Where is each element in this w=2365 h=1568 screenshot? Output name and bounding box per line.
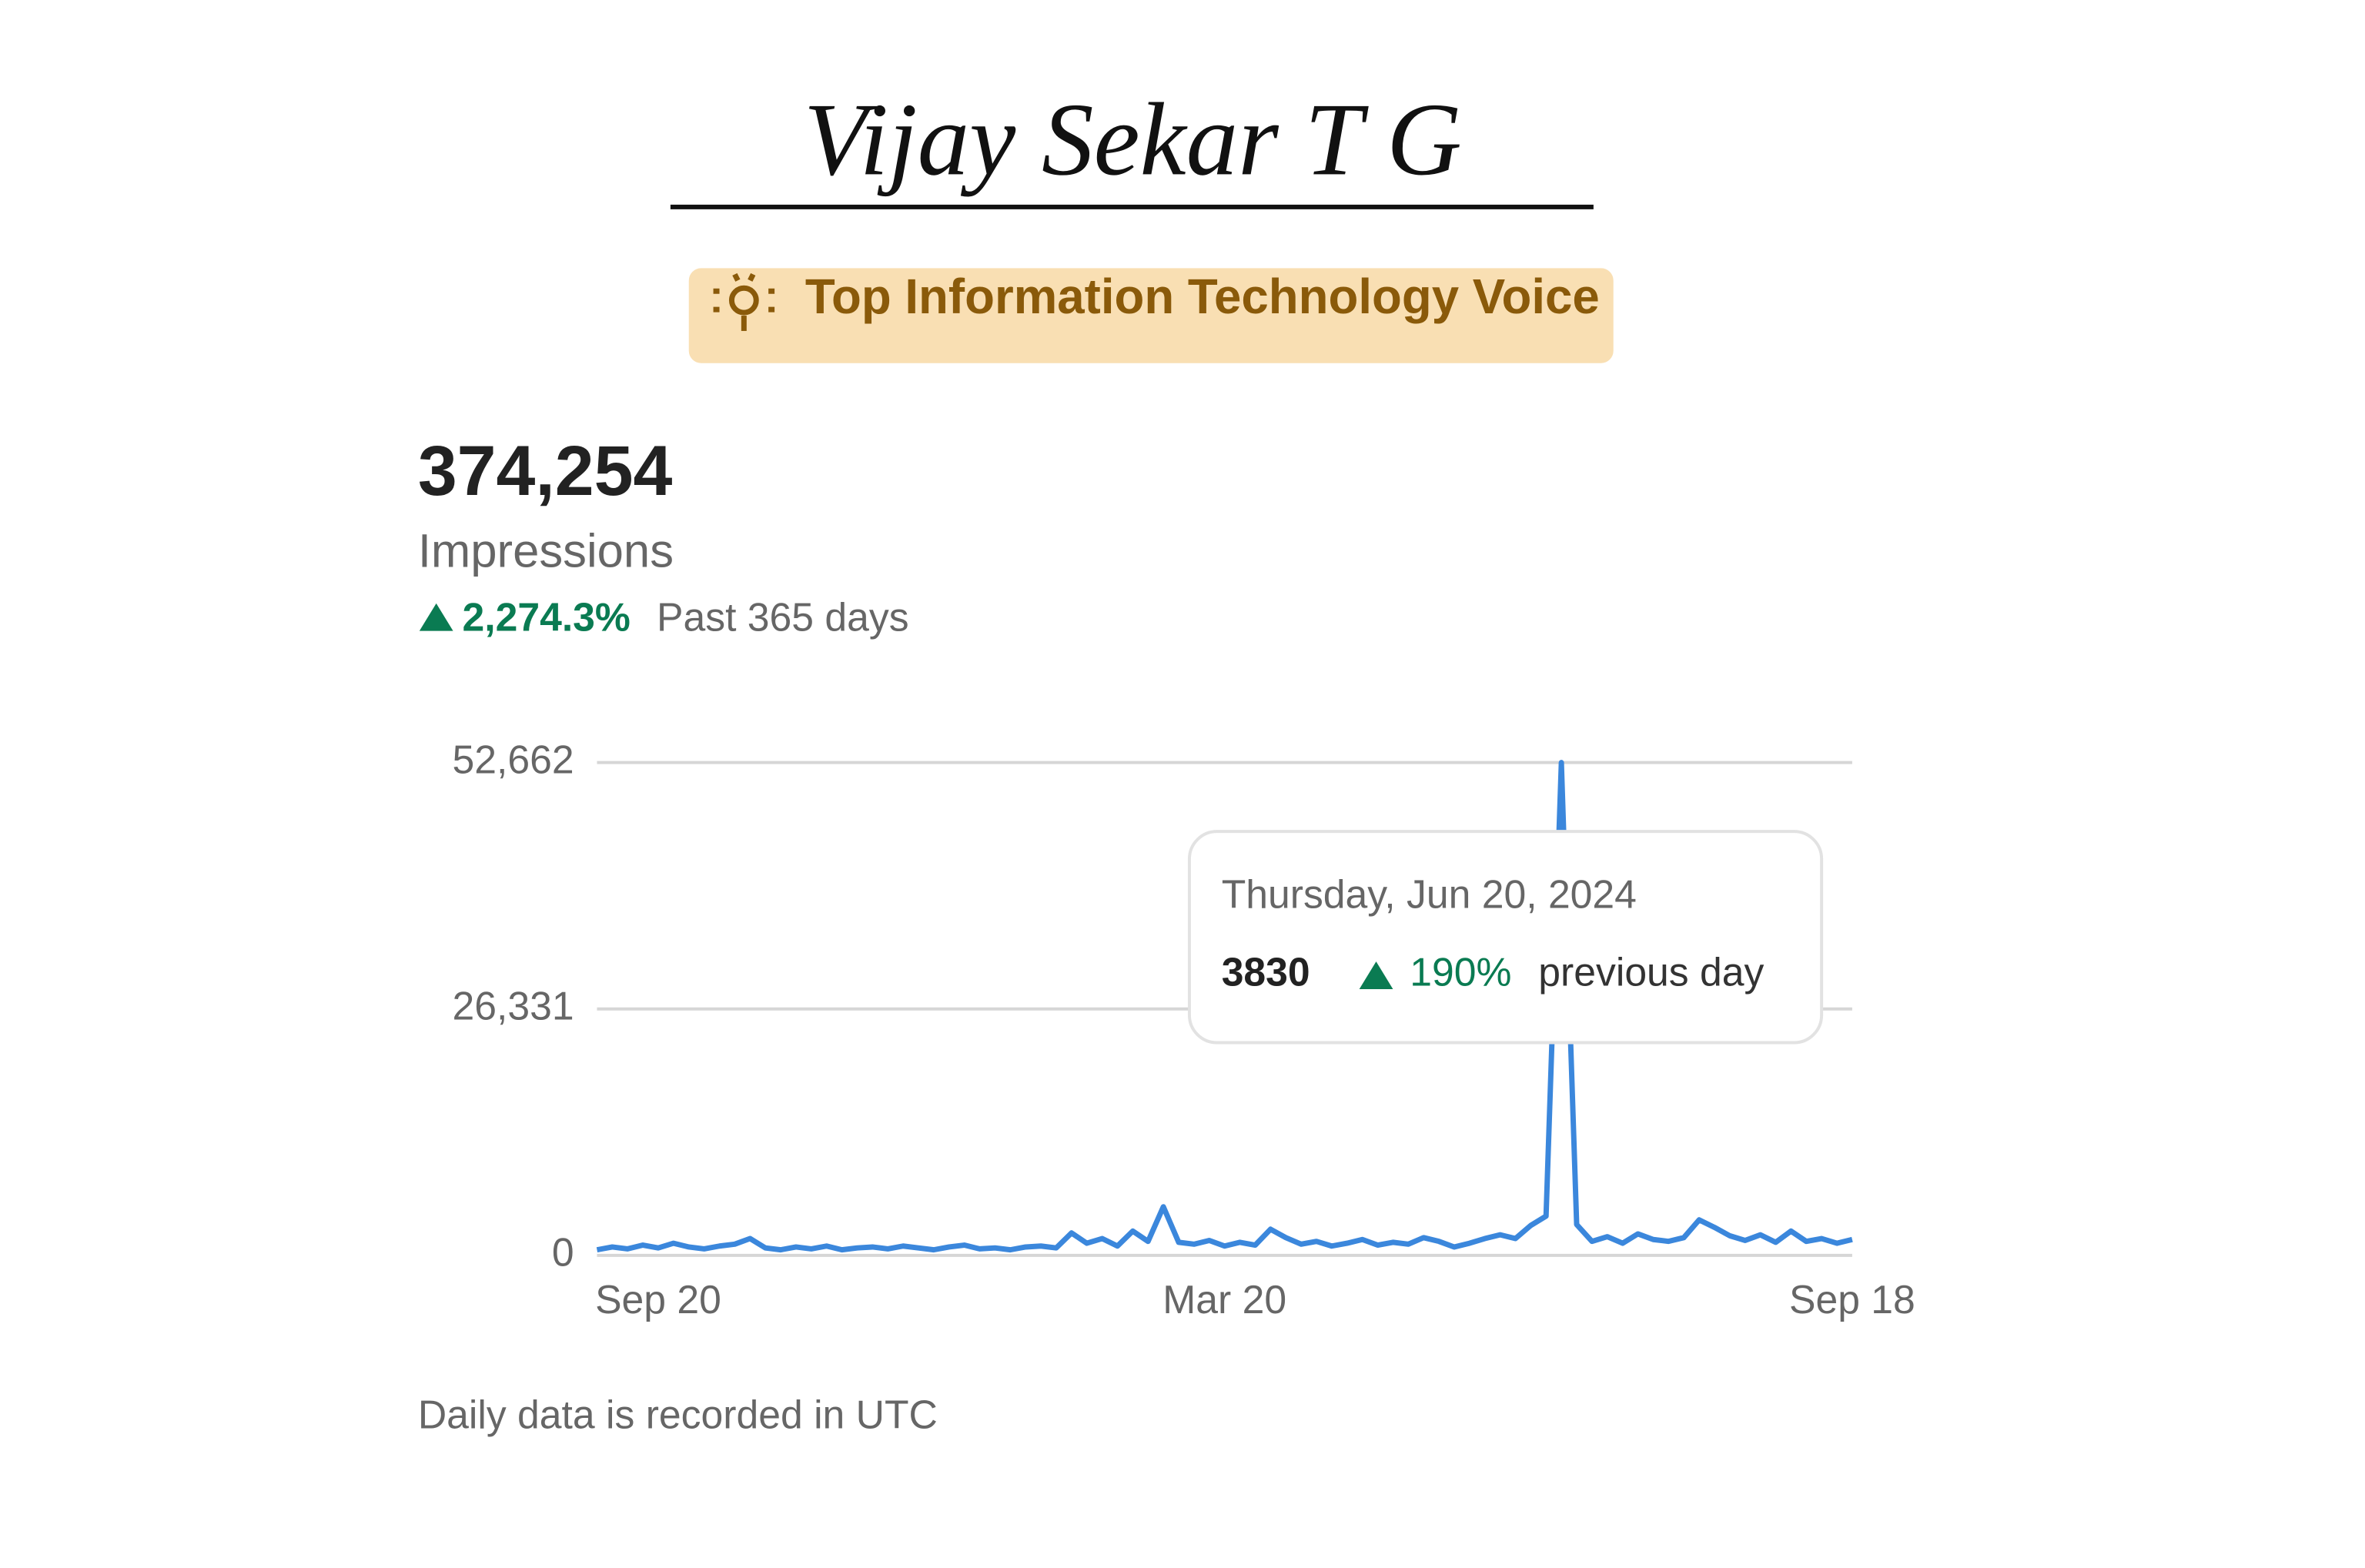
tooltip-box bbox=[1187, 830, 1824, 1045]
metric-period: Past 365 days bbox=[657, 594, 909, 639]
metric-value: 374,254 bbox=[418, 432, 673, 510]
badge-text: Top Information Technology Voice bbox=[805, 269, 1600, 324]
tooltip-label: previous day bbox=[1538, 950, 1764, 995]
y-tick-label: 0 bbox=[552, 1230, 574, 1275]
tooltip-change: 190% bbox=[1410, 950, 1511, 995]
footnote: Daily data is recorded in UTC bbox=[418, 1392, 938, 1436]
bulb-icon bbox=[713, 272, 775, 331]
tooltip: Thursday, Jun 20, 2024 3830 190% previou… bbox=[1187, 830, 1824, 1045]
signature: Vijay Sekar T G bbox=[804, 82, 1462, 197]
tooltip-value: 3830 bbox=[1222, 950, 1310, 995]
up-arrow bbox=[419, 603, 453, 631]
line-series bbox=[596, 760, 1853, 1253]
x-tick-label: Mar 20 bbox=[1162, 1277, 1286, 1322]
tooltip-arrow bbox=[1359, 961, 1393, 989]
metric-label: Impressions bbox=[418, 525, 674, 578]
x-tick-label: Sep 20 bbox=[595, 1277, 721, 1322]
tooltip-date: Thursday, Jun 20, 2024 bbox=[1222, 871, 1637, 916]
x-tick-label: Sep 18 bbox=[1789, 1277, 1915, 1322]
badge-bg bbox=[688, 268, 1614, 363]
y-tick-label: 26,331 bbox=[453, 983, 574, 1028]
metric-change: 2,274.3% bbox=[462, 594, 630, 639]
y-tick-label: 52,662 bbox=[453, 737, 574, 781]
